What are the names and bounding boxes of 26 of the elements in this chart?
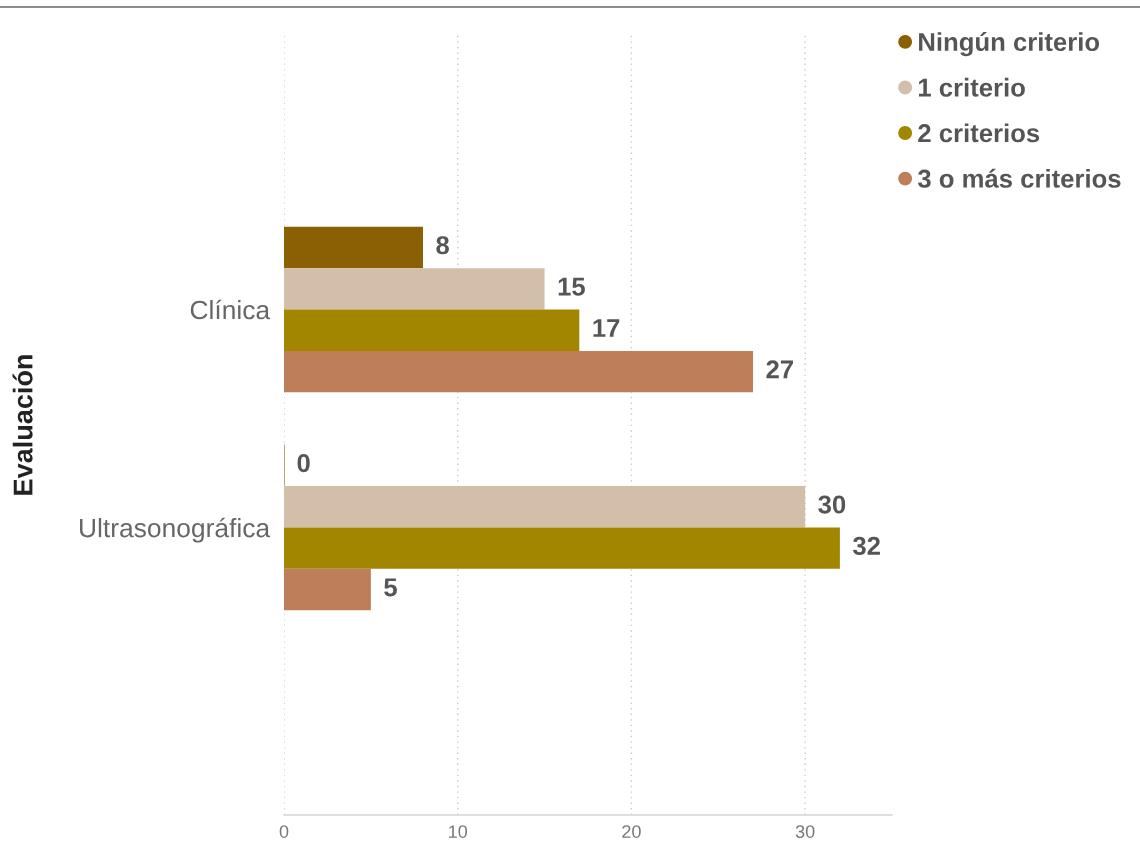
legend-label: Ningún criterio — [919, 32, 1100, 57]
x-tick-label: 30 — [795, 825, 815, 838]
data-label: 30 — [818, 495, 846, 514]
data-label: 17 — [593, 319, 620, 337]
x-tick-label: 0 — [279, 825, 289, 838]
legend-label: 1 criterio — [918, 77, 1025, 97]
data-label: 27 — [766, 360, 793, 379]
legend-label: 3 o más criterios — [917, 168, 1121, 188]
x-tick-label: 20 — [622, 825, 641, 838]
bar — [284, 350, 754, 393]
data-label: 32 — [852, 536, 880, 556]
bar — [284, 568, 371, 611]
bar — [284, 268, 545, 310]
x-tick-label: 10 — [449, 825, 468, 838]
y-tick-label: Clínica — [190, 299, 271, 320]
data-label: 0 — [297, 454, 310, 473]
data-label: 8 — [436, 236, 449, 255]
bar — [284, 309, 580, 351]
legend-label: 2 criterios — [918, 123, 1040, 143]
bar — [284, 226, 423, 269]
data-label: 15 — [558, 277, 585, 296]
data-label: 5 — [384, 578, 397, 597]
y-axis-title: Evaluación — [12, 355, 33, 495]
y-tick-label: Ultrasonográfica — [80, 517, 271, 543]
bar — [284, 527, 840, 569]
bar — [284, 486, 806, 528]
